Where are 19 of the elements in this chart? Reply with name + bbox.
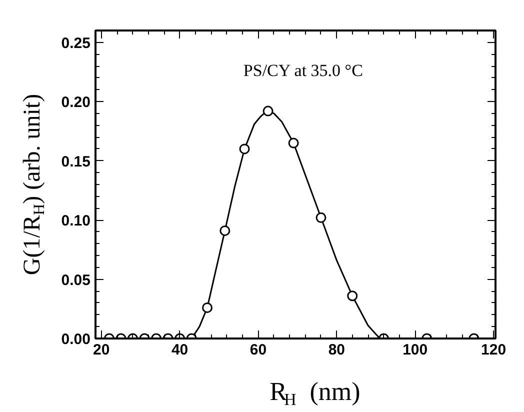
y-tick-label: 0.00 bbox=[61, 331, 91, 348]
x-tick-label: 20 bbox=[93, 342, 110, 358]
y-tick-label: 0.15 bbox=[61, 153, 91, 170]
x-tick-label: 100 bbox=[402, 342, 428, 358]
annotation: PS/CY at 35.0 °C bbox=[243, 60, 363, 80]
y-tick-label: 0.25 bbox=[61, 34, 91, 52]
point bbox=[316, 212, 326, 223]
point bbox=[220, 225, 230, 236]
x-tick-label: 40 bbox=[171, 342, 188, 358]
y-tick-label: 0.20 bbox=[61, 94, 91, 112]
x-tick-label: 60 bbox=[250, 342, 267, 358]
x-tick-label: 80 bbox=[328, 342, 346, 358]
point bbox=[239, 144, 250, 154]
point bbox=[288, 138, 299, 148]
y-axis-title: G(1/RH) (arb. unit) bbox=[20, 94, 48, 276]
x-tick-label: 120 bbox=[481, 342, 506, 358]
point bbox=[262, 106, 274, 116]
y-tick-label: 0.10 bbox=[61, 212, 91, 230]
y-tick-label: 0.05 bbox=[61, 272, 91, 289]
